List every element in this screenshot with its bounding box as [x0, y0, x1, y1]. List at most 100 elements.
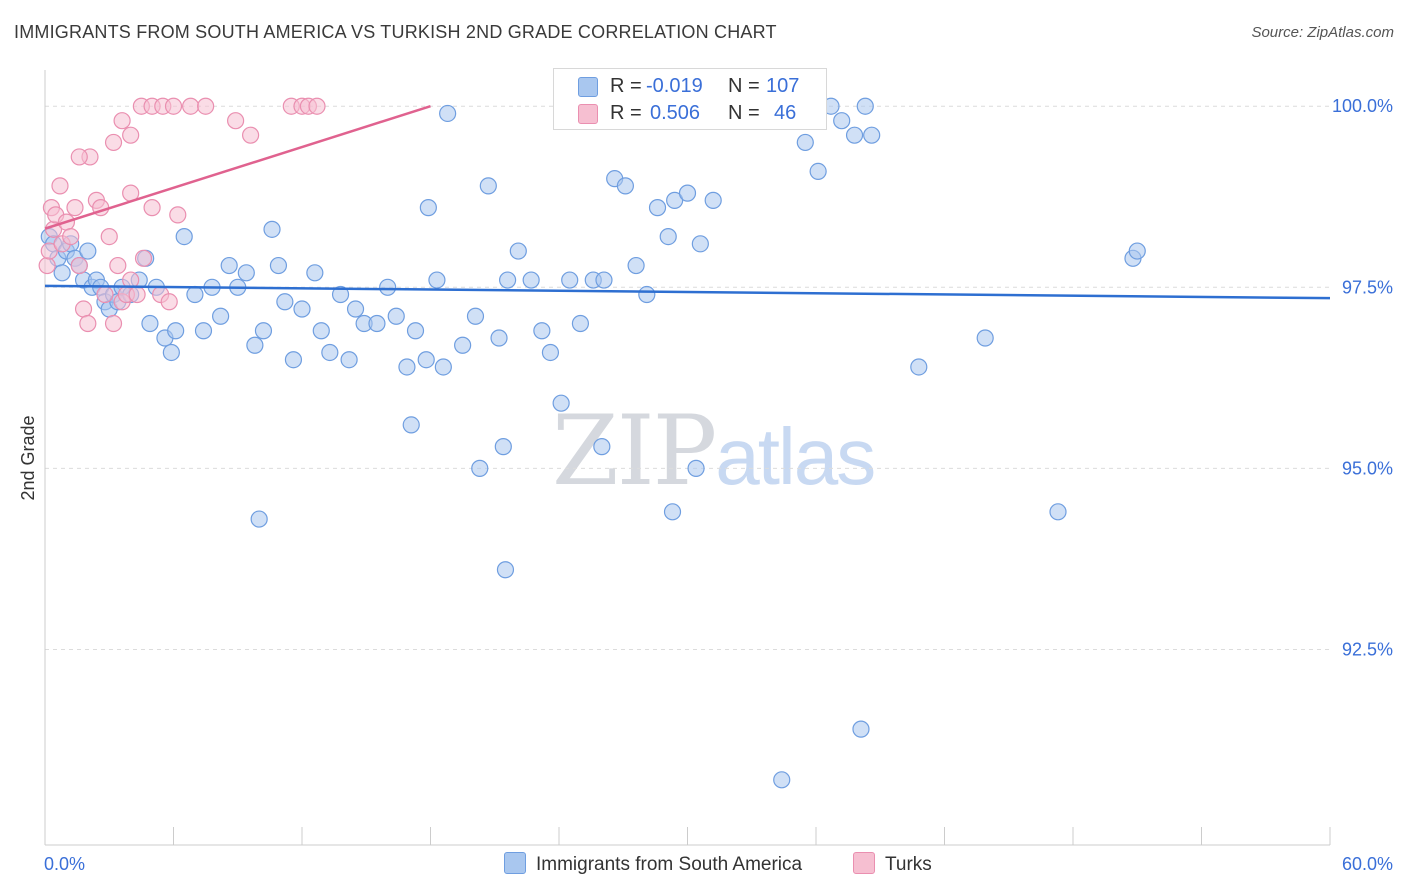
- blue-point: [306, 264, 324, 282]
- blue-point: [471, 459, 489, 477]
- blue-point: [250, 510, 268, 528]
- blue-point: [863, 126, 881, 144]
- legend-r-value: 0.506: [650, 102, 701, 124]
- chart-source: Source: ZipAtlas.com: [1251, 24, 1394, 41]
- pink-point: [242, 126, 260, 144]
- blue-point: [638, 285, 656, 304]
- blue-point: [439, 104, 457, 123]
- bottom-legend-pink: Turks: [853, 852, 932, 876]
- blue-point: [428, 271, 446, 289]
- blue-point: [910, 358, 928, 376]
- blue-point: [340, 351, 358, 369]
- blue-point: [331, 285, 350, 304]
- blue-point: [53, 264, 71, 282]
- pink-point: [96, 285, 114, 304]
- blue-point: [533, 322, 551, 340]
- blue-point: [269, 256, 288, 275]
- pink-point: [308, 97, 326, 115]
- bottom-legend-swatch-pink: [853, 852, 875, 874]
- pink-point: [122, 126, 140, 144]
- pink-point: [122, 271, 140, 289]
- blue-point: [167, 322, 185, 340]
- blue-point: [368, 314, 386, 333]
- blue-point: [162, 343, 180, 362]
- blue-point: [387, 307, 405, 325]
- pink-point: [74, 300, 93, 318]
- legend-n-value: 46: [774, 102, 797, 124]
- blue-point: [490, 329, 508, 347]
- blue-point: [666, 191, 684, 209]
- blue-point: [1049, 503, 1067, 521]
- blue-point: [237, 264, 255, 282]
- x-tick-label: 60.0%: [1342, 854, 1393, 874]
- y-tick-label: 97.5%: [1342, 277, 1393, 297]
- legend-r-label: R =: [610, 102, 642, 124]
- blue-point: [434, 358, 452, 376]
- blue-point: [499, 271, 517, 289]
- blue-point: [571, 314, 590, 333]
- pink-point: [197, 97, 215, 115]
- blue-point: [833, 112, 851, 130]
- blue-point: [845, 126, 864, 144]
- pink-point: [182, 97, 200, 115]
- bottom-legend-label-blue: Immigrants from South America: [536, 854, 803, 875]
- blue-point: [321, 343, 339, 362]
- pink-point: [62, 227, 80, 246]
- blue-point: [479, 177, 497, 195]
- blue-point: [398, 358, 416, 376]
- blue-point: [509, 242, 527, 260]
- pink-point: [51, 177, 69, 195]
- blue-point: [796, 133, 814, 152]
- blue-point: [186, 285, 204, 304]
- blue-point: [856, 97, 874, 115]
- blue-point: [284, 351, 303, 369]
- legend-swatch-pink: [578, 104, 598, 124]
- legend-r-label: R =: [610, 75, 642, 97]
- blue-point: [852, 720, 870, 738]
- blue-point: [220, 256, 238, 275]
- blue-point: [627, 256, 645, 275]
- blue-point: [417, 351, 435, 369]
- blue-point: [552, 394, 570, 412]
- watermark: ZIPatlas: [552, 395, 876, 507]
- blue-point: [79, 242, 97, 260]
- x-tick-label: 0.0%: [44, 854, 85, 874]
- y-tick-label: 92.5%: [1342, 639, 1393, 659]
- blue-point: [406, 322, 425, 340]
- blue-point: [141, 314, 159, 333]
- pink-point: [40, 242, 58, 260]
- blue-point: [212, 307, 230, 325]
- correlation-legend: R = -0.019 N = 107 R = 0.506 N = 46: [553, 68, 827, 130]
- blue-point: [246, 336, 264, 354]
- bottom-legend-label-pink: Turks: [885, 854, 932, 875]
- blue-point: [704, 191, 722, 209]
- blue-point: [293, 300, 311, 318]
- pink-point: [70, 256, 88, 275]
- blue-point: [678, 184, 697, 202]
- blue-point: [466, 307, 485, 325]
- blue-trend-line: [44, 284, 1331, 300]
- blue-point: [663, 503, 682, 521]
- blue-point: [809, 162, 827, 181]
- blue-point: [976, 329, 994, 347]
- blue-point: [379, 278, 397, 296]
- blue-point: [1128, 242, 1146, 260]
- legend-r-value: -0.019: [646, 75, 703, 97]
- chart-title: IMMIGRANTS FROM SOUTH AMERICA VS TURKISH…: [14, 22, 777, 42]
- blue-point: [402, 416, 420, 434]
- blue-point: [454, 336, 472, 354]
- blue-point: [312, 322, 330, 340]
- pink-point: [66, 199, 84, 217]
- blue-point: [522, 271, 540, 289]
- blue-point: [194, 322, 213, 340]
- pink-point: [134, 249, 153, 267]
- pink-point: [169, 206, 187, 224]
- blue-point: [659, 227, 677, 246]
- pink-point: [143, 199, 161, 217]
- pink-point: [70, 148, 88, 166]
- pink-point: [227, 112, 245, 130]
- blue-point: [773, 771, 791, 789]
- legend-n-label: N =: [728, 75, 760, 97]
- pink-point: [164, 97, 183, 115]
